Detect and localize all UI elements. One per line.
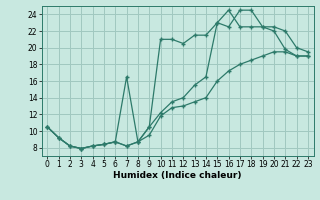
- X-axis label: Humidex (Indice chaleur): Humidex (Indice chaleur): [113, 171, 242, 180]
